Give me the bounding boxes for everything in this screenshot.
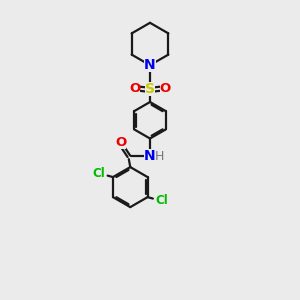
Text: S: S <box>145 82 155 96</box>
Text: Cl: Cl <box>92 167 105 180</box>
Text: O: O <box>160 82 171 95</box>
Text: N: N <box>144 149 156 163</box>
Text: O: O <box>129 82 140 95</box>
Text: N: N <box>144 58 156 72</box>
Text: Cl: Cl <box>155 194 168 207</box>
Text: H: H <box>155 150 164 163</box>
Text: O: O <box>115 136 126 149</box>
